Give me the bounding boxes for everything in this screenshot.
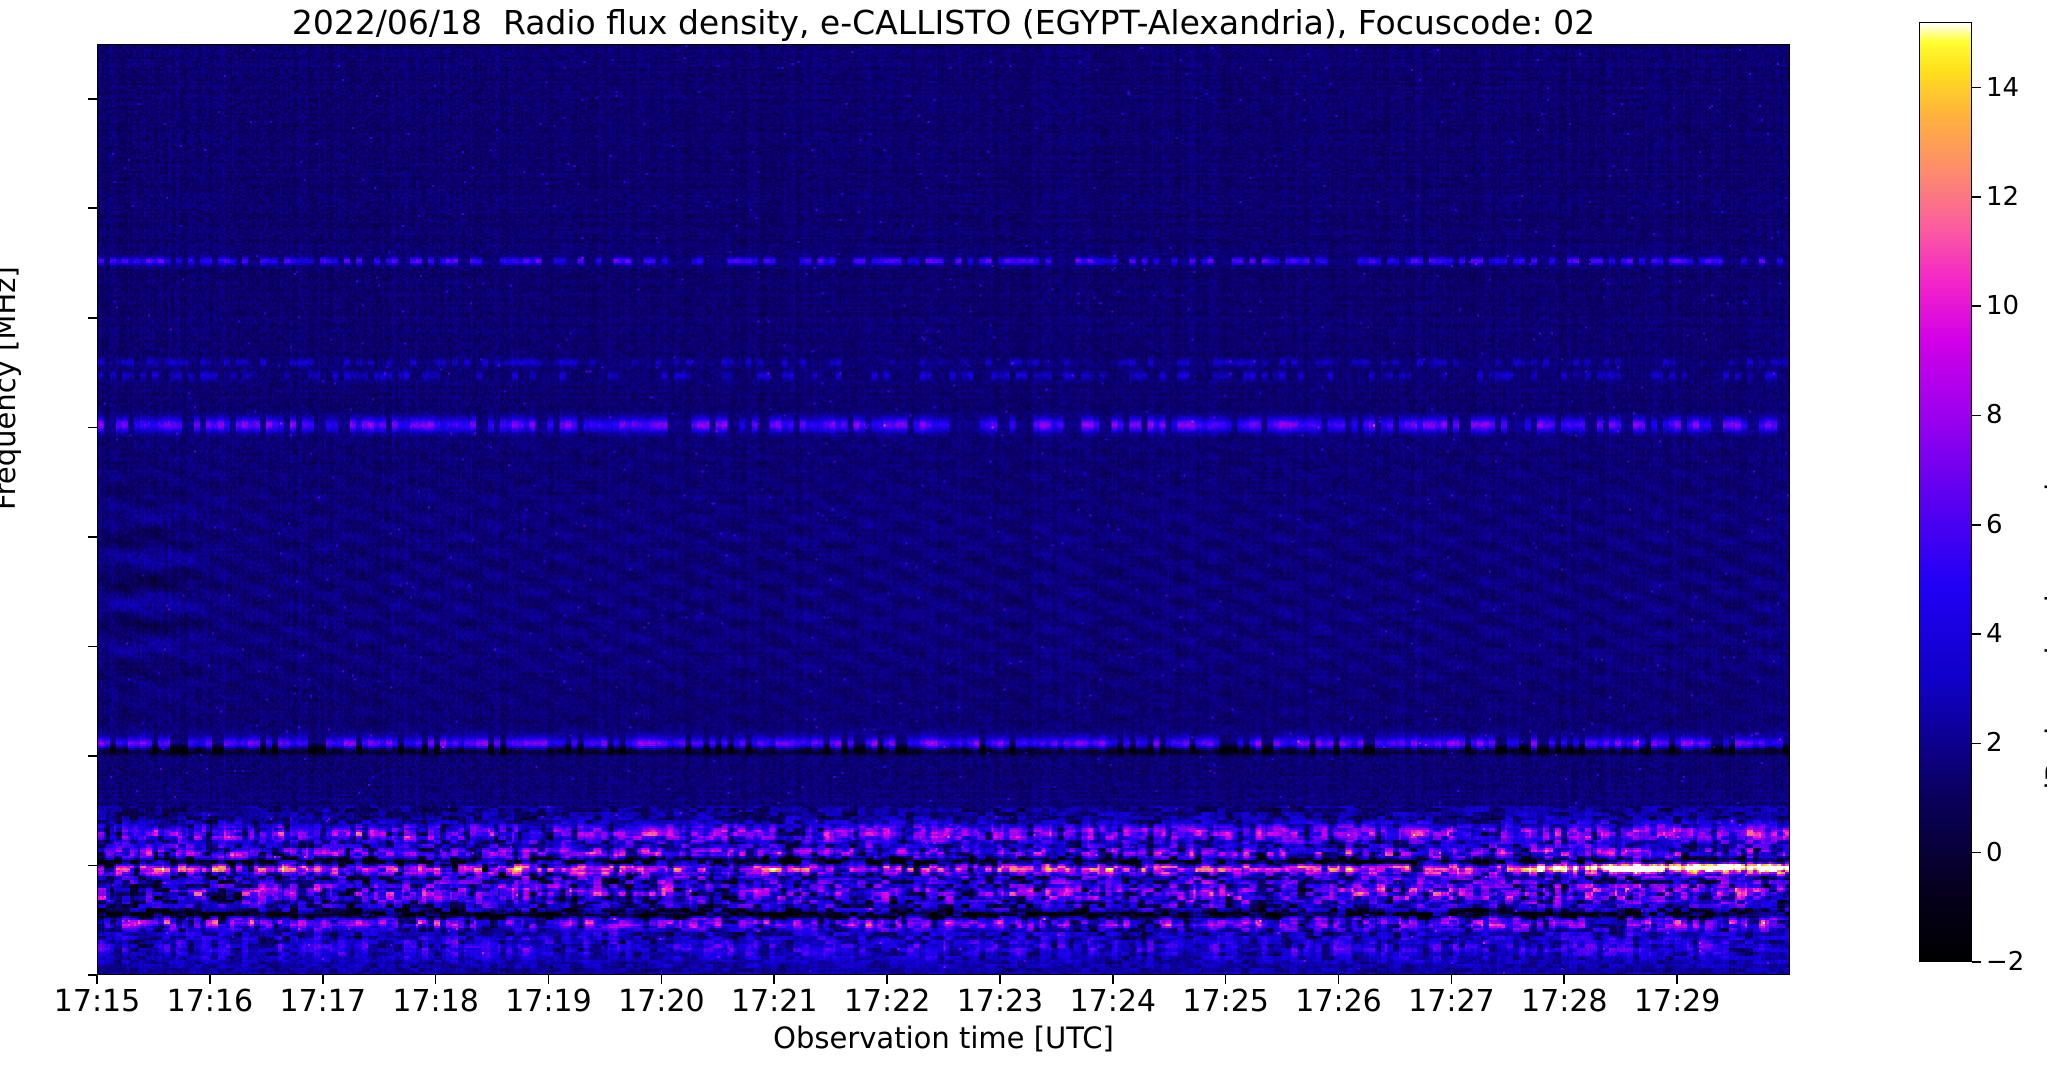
colorbar-tick-mark bbox=[1972, 523, 1981, 526]
colorbar-tick-label: 0 bbox=[1986, 837, 2003, 868]
colorbar-tick-label: 10 bbox=[1986, 291, 2020, 322]
colorbar-tick-mark bbox=[1972, 961, 1981, 963]
x-tick-label: 17:29 bbox=[1633, 984, 1721, 1019]
x-tick-mark bbox=[660, 975, 663, 984]
x-tick-label: 17:24 bbox=[1069, 984, 1157, 1019]
y-tick-mark bbox=[88, 536, 97, 538]
x-tick-mark bbox=[96, 975, 98, 984]
x-tick-label: 17:16 bbox=[166, 984, 254, 1019]
x-tick-label: 17:22 bbox=[843, 984, 931, 1019]
x-tick-mark bbox=[547, 975, 550, 984]
x-tick-label: 17:27 bbox=[1408, 984, 1495, 1019]
colorbar-tick-mark bbox=[1972, 86, 1981, 89]
x-tick-label: 17:26 bbox=[1295, 984, 1382, 1019]
y-tick-mark bbox=[88, 645, 97, 648]
x-tick-mark bbox=[1676, 975, 1678, 984]
x-tick-mark bbox=[886, 975, 888, 984]
x-tick-mark bbox=[773, 975, 775, 984]
colorbar-tick-label: 12 bbox=[1986, 181, 2020, 212]
x-tick-label: 17:20 bbox=[618, 984, 705, 1019]
x-tick-mark bbox=[1337, 975, 1340, 984]
colorbar-tick-label: 2 bbox=[1986, 728, 2003, 759]
x-tick-label: 17:18 bbox=[392, 984, 479, 1019]
colorbar-tick-mark bbox=[1972, 633, 1981, 635]
colorbar-tick-label: 4 bbox=[1986, 619, 2003, 650]
y-tick-mark bbox=[88, 97, 97, 100]
y-axis-label: Frequency [MHz] bbox=[0, 266, 22, 510]
x-tick-mark bbox=[1224, 975, 1227, 984]
colorbar-tick-mark bbox=[1972, 414, 1981, 417]
x-tick-label: 17:17 bbox=[279, 984, 366, 1019]
x-tick-label: 17:15 bbox=[53, 984, 141, 1019]
x-tick-label: 17:23 bbox=[956, 984, 1044, 1019]
colorbar-tick-mark bbox=[1972, 196, 1981, 198]
x-tick-label: 17:19 bbox=[505, 984, 592, 1019]
x-tick-label: 17:21 bbox=[730, 984, 818, 1019]
colorbar-tick-label: −2 bbox=[1986, 947, 2025, 977]
x-tick-mark bbox=[434, 975, 437, 984]
colorbar-label: dB above background bbox=[2040, 482, 2047, 800]
page-title: 2022/06/18 Radio flux density, e-CALLIST… bbox=[291, 3, 1596, 42]
x-tick-mark bbox=[1563, 975, 1566, 984]
y-tick-mark bbox=[88, 755, 97, 757]
y-tick-mark bbox=[88, 974, 97, 976]
y-tick-mark bbox=[88, 207, 97, 210]
x-tick-mark bbox=[1450, 975, 1453, 984]
colorbar-tick-label: 8 bbox=[1986, 400, 2003, 431]
colorbar-tick-label: 14 bbox=[1986, 72, 2020, 103]
x-axis-label: Observation time [UTC] bbox=[773, 1021, 1114, 1055]
y-tick-mark bbox=[88, 864, 97, 867]
colorbar-tick-label: 6 bbox=[1986, 509, 2003, 540]
colorbar-tick-mark bbox=[1972, 851, 1981, 854]
colorbar-gradient bbox=[1920, 23, 1971, 961]
spectrogram-plot-area[interactable] bbox=[97, 44, 1790, 975]
y-tick-mark bbox=[88, 426, 97, 429]
colorbar-tick-mark bbox=[1972, 742, 1981, 745]
colorbar-tick-mark bbox=[1972, 305, 1981, 307]
x-tick-mark bbox=[321, 975, 324, 984]
x-tick-mark bbox=[1112, 975, 1114, 984]
x-tick-mark bbox=[209, 975, 211, 984]
y-tick-mark bbox=[88, 317, 97, 319]
colorbar[interactable] bbox=[1919, 22, 1972, 962]
x-tick-label: 17:28 bbox=[1521, 984, 1608, 1019]
x-tick-mark bbox=[999, 975, 1001, 984]
x-tick-label: 17:25 bbox=[1182, 984, 1269, 1019]
spectrogram-image bbox=[98, 45, 1789, 974]
